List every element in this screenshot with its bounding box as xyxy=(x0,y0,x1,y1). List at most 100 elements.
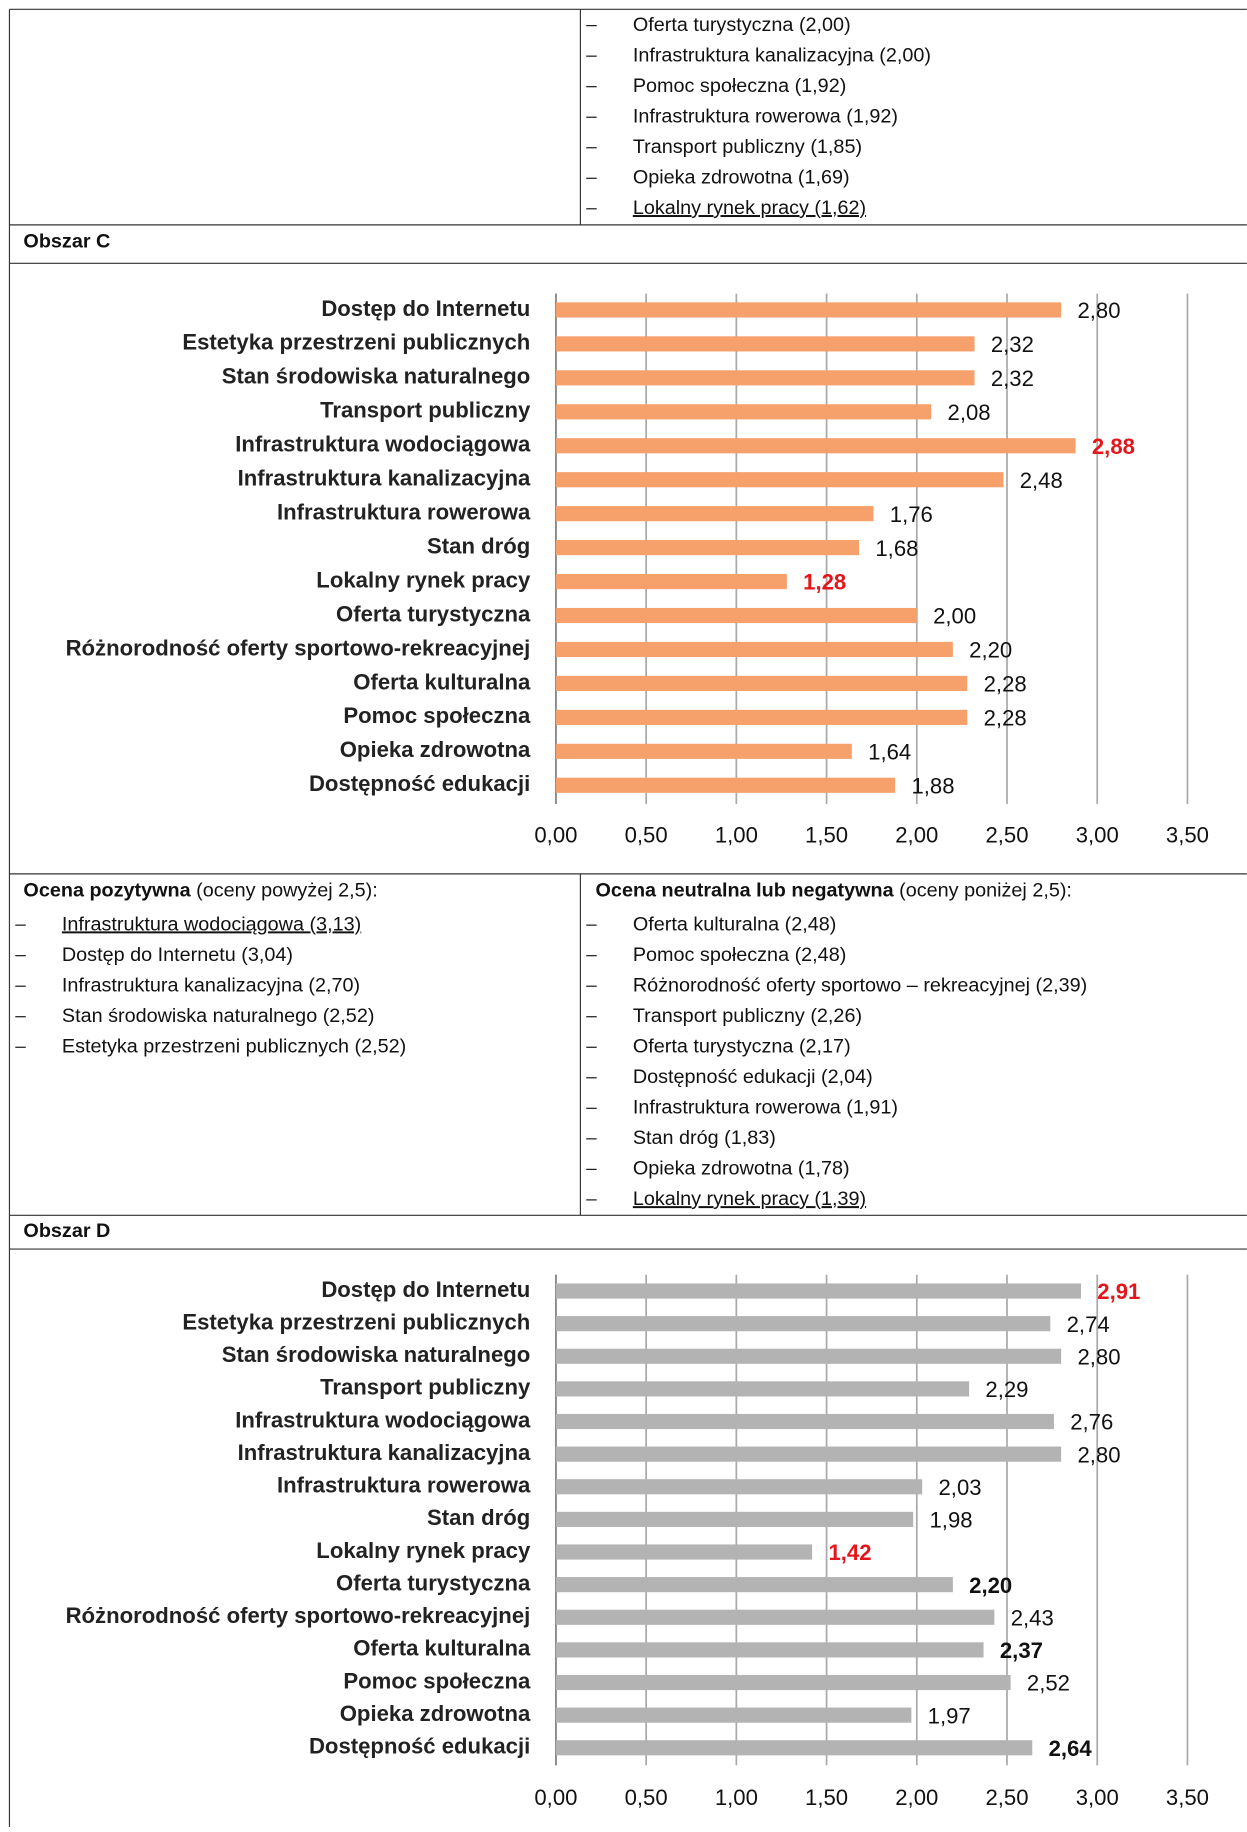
list-item: Stan dróg (1,83) xyxy=(633,1127,776,1149)
category-label: Oferta turystyczna xyxy=(336,601,531,626)
bar xyxy=(555,438,1076,454)
value-label: 2,88 xyxy=(1092,434,1135,459)
category-label: Pomoc społeczna xyxy=(343,703,531,728)
list-item: Dostęp do Internetu (3,04) xyxy=(62,944,293,966)
bar xyxy=(555,1479,923,1495)
table-borders xyxy=(8,8,1247,1827)
header-title: Ocena neutralna lub negatywna xyxy=(596,880,895,902)
x-tick-label: 0,50 xyxy=(625,1785,668,1810)
category-label: Stan środowiska naturalnego xyxy=(222,364,531,389)
category-label: Różnorodność oferty sportowo-rekreacyjne… xyxy=(66,1603,531,1628)
x-tick-label: 0,50 xyxy=(625,822,668,847)
bar xyxy=(555,1642,984,1658)
value-label: 2,28 xyxy=(984,706,1027,731)
value-label: 1,42 xyxy=(828,1540,871,1565)
category-label: Pomoc społeczna xyxy=(343,1668,531,1693)
value-label: 1,98 xyxy=(929,1508,972,1533)
x-tick-label: 3,00 xyxy=(1076,1785,1119,1810)
value-label: 1,76 xyxy=(890,502,933,527)
list-item: Stan środowiska naturalnego (2,52) xyxy=(62,1005,375,1027)
bar xyxy=(555,607,917,624)
list-item: Lokalny rynek pracy (1,62) xyxy=(633,197,866,219)
category-label: Estetyka przestrzeni publicznych xyxy=(182,1309,530,1334)
bar xyxy=(555,506,874,522)
bar xyxy=(555,336,975,352)
bar xyxy=(555,404,932,420)
category-label: Oferta kulturalna xyxy=(353,669,531,694)
header-title: Ocena pozytywna xyxy=(23,880,191,902)
value-label: 2,76 xyxy=(1070,1410,1113,1435)
value-label: 2,91 xyxy=(1097,1279,1140,1304)
bar xyxy=(555,1707,912,1723)
category-label: Transport publiczny xyxy=(320,1375,531,1400)
list-item: Lokalny rynek pracy (1,39) xyxy=(633,1188,866,1210)
x-tick-label: 3,00 xyxy=(1076,822,1119,847)
bar xyxy=(555,743,852,759)
list-item: Różnorodność oferty sportowo – rekreacyj… xyxy=(633,974,1087,996)
section-heading: Obszar D xyxy=(23,1220,110,1242)
category-label: Stan dróg xyxy=(427,1505,530,1530)
bar xyxy=(555,1381,970,1397)
list-item: Oferta turystyczna (2,17) xyxy=(633,1035,851,1057)
bar xyxy=(555,675,968,691)
bar xyxy=(555,540,860,556)
category-label: Różnorodność oferty sportowo-rekreacyjne… xyxy=(66,635,531,660)
bar xyxy=(555,709,968,725)
bar xyxy=(555,1316,1051,1332)
list-item: Pomoc społeczna (2,48) xyxy=(633,944,846,966)
category-label: Dostępność edukacji xyxy=(309,771,530,796)
value-label: 1,88 xyxy=(911,773,954,798)
value-label: 2,28 xyxy=(984,672,1027,697)
value-label: 2,37 xyxy=(1000,1638,1043,1663)
bar xyxy=(555,302,1062,318)
list-item: Opieka zdrowotna (1,69) xyxy=(633,167,850,189)
header-note: (oceny poniżej 2,5): xyxy=(894,880,1072,902)
list-item: Opieka zdrowotna (1,78) xyxy=(633,1158,850,1180)
value-label: 1,68 xyxy=(875,536,918,561)
list-item: Oferta turystyczna (2,00) xyxy=(633,14,851,36)
bar xyxy=(555,1577,953,1593)
category-label: Estetyka przestrzeni publicznych xyxy=(182,330,530,355)
bar xyxy=(555,1544,813,1560)
x-tick-label: 2,00 xyxy=(895,1785,938,1810)
bar xyxy=(555,1674,1011,1691)
bar xyxy=(555,1348,1062,1364)
value-label: 2,32 xyxy=(991,332,1034,357)
category-label: Infrastruktura wodociągowa xyxy=(235,1407,531,1432)
bar xyxy=(555,1446,1062,1462)
category-label: Stan dróg xyxy=(427,533,530,558)
section-heading: Obszar C xyxy=(23,231,110,253)
list-item: Oferta kulturalna (2,48) xyxy=(633,913,837,935)
bar xyxy=(555,777,896,793)
category-label: Transport publiczny xyxy=(320,398,531,423)
value-label: 2,08 xyxy=(948,400,991,425)
x-tick-label: 0,00 xyxy=(534,822,577,847)
value-label: 1,28 xyxy=(803,570,846,595)
list-item: Infrastruktura rowerowa (1,91) xyxy=(633,1097,898,1119)
category-label: Infrastruktura wodociągowa xyxy=(235,432,531,457)
list-header: Ocena pozytywna (oceny powyżej 2,5): xyxy=(23,880,377,902)
list-item: Infrastruktura kanalizacyjna (2,70) xyxy=(62,974,360,996)
category-label: Infrastruktura kanalizacyjna xyxy=(238,1440,531,1465)
value-label: 2,52 xyxy=(1027,1671,1070,1696)
bar xyxy=(555,472,1004,488)
list-item: Transport publiczny (1,85) xyxy=(633,136,862,158)
category-label: Infrastruktura kanalizacyjna xyxy=(238,466,531,491)
list-item: Pomoc społeczna (1,92) xyxy=(633,75,846,97)
category-label: Opieka zdrowotna xyxy=(340,1701,531,1726)
value-label: 2,43 xyxy=(1011,1605,1054,1630)
x-tick-label: 1,50 xyxy=(805,1785,848,1810)
x-tick-label: 0,00 xyxy=(534,1785,577,1810)
list-item: Infrastruktura wodociągowa (3,13) xyxy=(62,913,361,935)
x-tick-label: 2,00 xyxy=(895,822,938,847)
category-label: Oferta turystyczna xyxy=(336,1570,531,1595)
category-label: Stan środowiska naturalnego xyxy=(222,1342,531,1367)
value-label: 2,74 xyxy=(1067,1312,1110,1337)
x-tick-label: 2,50 xyxy=(985,1785,1028,1810)
bar xyxy=(555,1413,1054,1430)
x-tick-label: 1,00 xyxy=(715,822,758,847)
list-item: Estetyka przestrzeni publicznych (2,52) xyxy=(62,1035,406,1057)
category-label: Dostępność edukacji xyxy=(309,1734,530,1759)
value-label: 2,20 xyxy=(969,1573,1012,1598)
